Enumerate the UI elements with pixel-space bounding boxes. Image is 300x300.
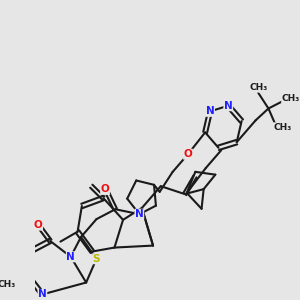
Text: O: O [101,184,110,194]
Text: CH₃: CH₃ [282,94,300,103]
Text: CH₃: CH₃ [249,83,267,92]
Text: CH₃: CH₃ [0,280,16,289]
Text: N: N [66,252,75,262]
Text: O: O [34,220,43,230]
Text: N: N [135,209,144,219]
Text: N: N [224,101,233,111]
Text: N: N [38,290,47,299]
Text: N: N [206,106,214,116]
Text: CH₃: CH₃ [273,123,291,132]
Text: S: S [93,254,100,264]
Text: O: O [184,149,192,159]
